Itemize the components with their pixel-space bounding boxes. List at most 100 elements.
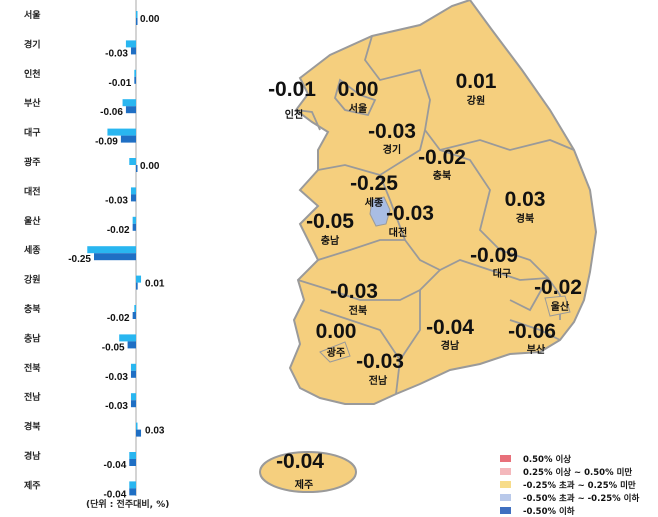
category-label: 경기 — [24, 38, 41, 50]
region-name: 울산 — [551, 300, 570, 313]
category-label: 충북 — [24, 303, 41, 315]
bar — [107, 128, 136, 136]
category-label: 충남 — [24, 332, 41, 344]
region-border — [317, 239, 405, 261]
legend-swatch — [500, 507, 511, 514]
sejong-region — [369, 196, 391, 227]
value-label: -0.06 — [100, 107, 123, 118]
region-name: 대구 — [493, 267, 511, 280]
legend-label: -0.25% 초과 ~ 0.25% 미만 — [523, 480, 636, 491]
value-label: -0.01 — [109, 78, 132, 89]
bar — [136, 18, 138, 25]
bar — [132, 312, 136, 319]
bar — [134, 305, 136, 312]
bar — [136, 275, 142, 283]
category-label: 광주 — [24, 156, 41, 168]
region-name: 부산 — [527, 343, 546, 356]
bar — [130, 370, 136, 378]
region-value: -0.03 — [356, 350, 404, 373]
region-value: -0.04 — [426, 316, 474, 339]
bar — [130, 363, 136, 371]
value-label: -0.02 — [107, 313, 130, 324]
region-border — [395, 290, 421, 395]
region-value: -0.02 — [418, 146, 466, 169]
bar — [136, 422, 138, 430]
region-name: 경남 — [441, 339, 460, 352]
region-name: 충북 — [433, 169, 451, 182]
bar — [130, 187, 136, 195]
bar — [130, 393, 136, 401]
legend-item: -0.50% 이하 — [500, 504, 639, 517]
region-name: 대전 — [389, 226, 407, 239]
region-value: 0.00 — [338, 78, 379, 101]
legend-swatch — [500, 455, 511, 462]
region-border — [509, 277, 549, 312]
bar — [120, 135, 136, 143]
value-label: 0.00 — [140, 161, 160, 172]
region-name: 광주 — [327, 347, 345, 359]
legend-swatch — [500, 494, 511, 501]
category-label: 인천 — [24, 69, 41, 80]
bar — [136, 429, 142, 437]
region-value: 0.01 — [456, 70, 497, 93]
value-label: -0.25 — [68, 254, 91, 265]
bar — [119, 334, 136, 342]
bar — [132, 223, 136, 231]
bar — [136, 282, 138, 290]
region-name: 인천 — [285, 108, 303, 121]
value-label: -0.03 — [105, 372, 128, 383]
region-value: -0.06 — [508, 320, 556, 343]
region-value: -0.02 — [534, 276, 582, 299]
category-label: 경남 — [24, 450, 41, 462]
region-value: -0.05 — [306, 210, 354, 233]
bar — [134, 69, 136, 77]
region-value: 0.00 — [316, 320, 357, 343]
legend-label: -0.50% 초과 ~ -0.25% 이하 — [523, 493, 640, 504]
category-label: 대구 — [24, 127, 41, 139]
map-jeju — [259, 451, 357, 493]
category-label: 서울 — [24, 9, 41, 21]
value-label: -0.03 — [105, 195, 128, 206]
value-label: 0.03 — [145, 426, 165, 437]
bar — [129, 488, 136, 496]
region-border — [319, 309, 401, 361]
region-value: -0.04 — [276, 450, 324, 473]
bar — [130, 400, 136, 408]
map-legend: 0.50% 이상 0.25% 이상 ~ 0.50% 미만 -0.25% 초과 ~ 0… — [500, 452, 639, 517]
value-label: -0.03 — [105, 401, 128, 412]
legend-item: 0.50% 이상 — [500, 452, 639, 465]
region-border — [297, 269, 441, 301]
region-name: 제주 — [295, 478, 313, 491]
legend-item: -0.25% 초과 ~ 0.25% 미만 — [500, 478, 639, 491]
bar — [130, 194, 136, 202]
region-border — [379, 174, 561, 320]
bar — [125, 106, 136, 114]
category-label: 제주 — [24, 479, 41, 491]
region-value: -0.09 — [470, 244, 518, 267]
value-label: -0.04 — [103, 460, 126, 471]
region-border — [295, 109, 321, 131]
bar — [130, 47, 136, 55]
region-value: -0.01 — [268, 78, 316, 101]
region-value: -0.03 — [368, 120, 416, 143]
bar — [125, 40, 136, 48]
bar — [122, 99, 136, 107]
bar — [129, 481, 136, 489]
bar — [136, 165, 138, 172]
legend-label: -0.50% 이하 — [523, 506, 575, 517]
region-border — [334, 78, 377, 117]
value-label: -0.05 — [102, 342, 125, 353]
unit-note: (단위 : 전주대비, %) — [86, 500, 170, 510]
bar — [136, 11, 138, 18]
category-label: 강원 — [24, 274, 41, 286]
region-value: 0.03 — [505, 188, 546, 211]
category-label: 전남 — [24, 391, 41, 403]
category-label: 부산 — [24, 97, 41, 109]
legend-item: 0.25% 이상 ~ 0.50% 미만 — [500, 465, 639, 478]
bar — [132, 216, 136, 224]
value-label: -0.04 — [103, 489, 126, 500]
legend-swatch — [500, 468, 511, 475]
bar — [87, 246, 136, 254]
